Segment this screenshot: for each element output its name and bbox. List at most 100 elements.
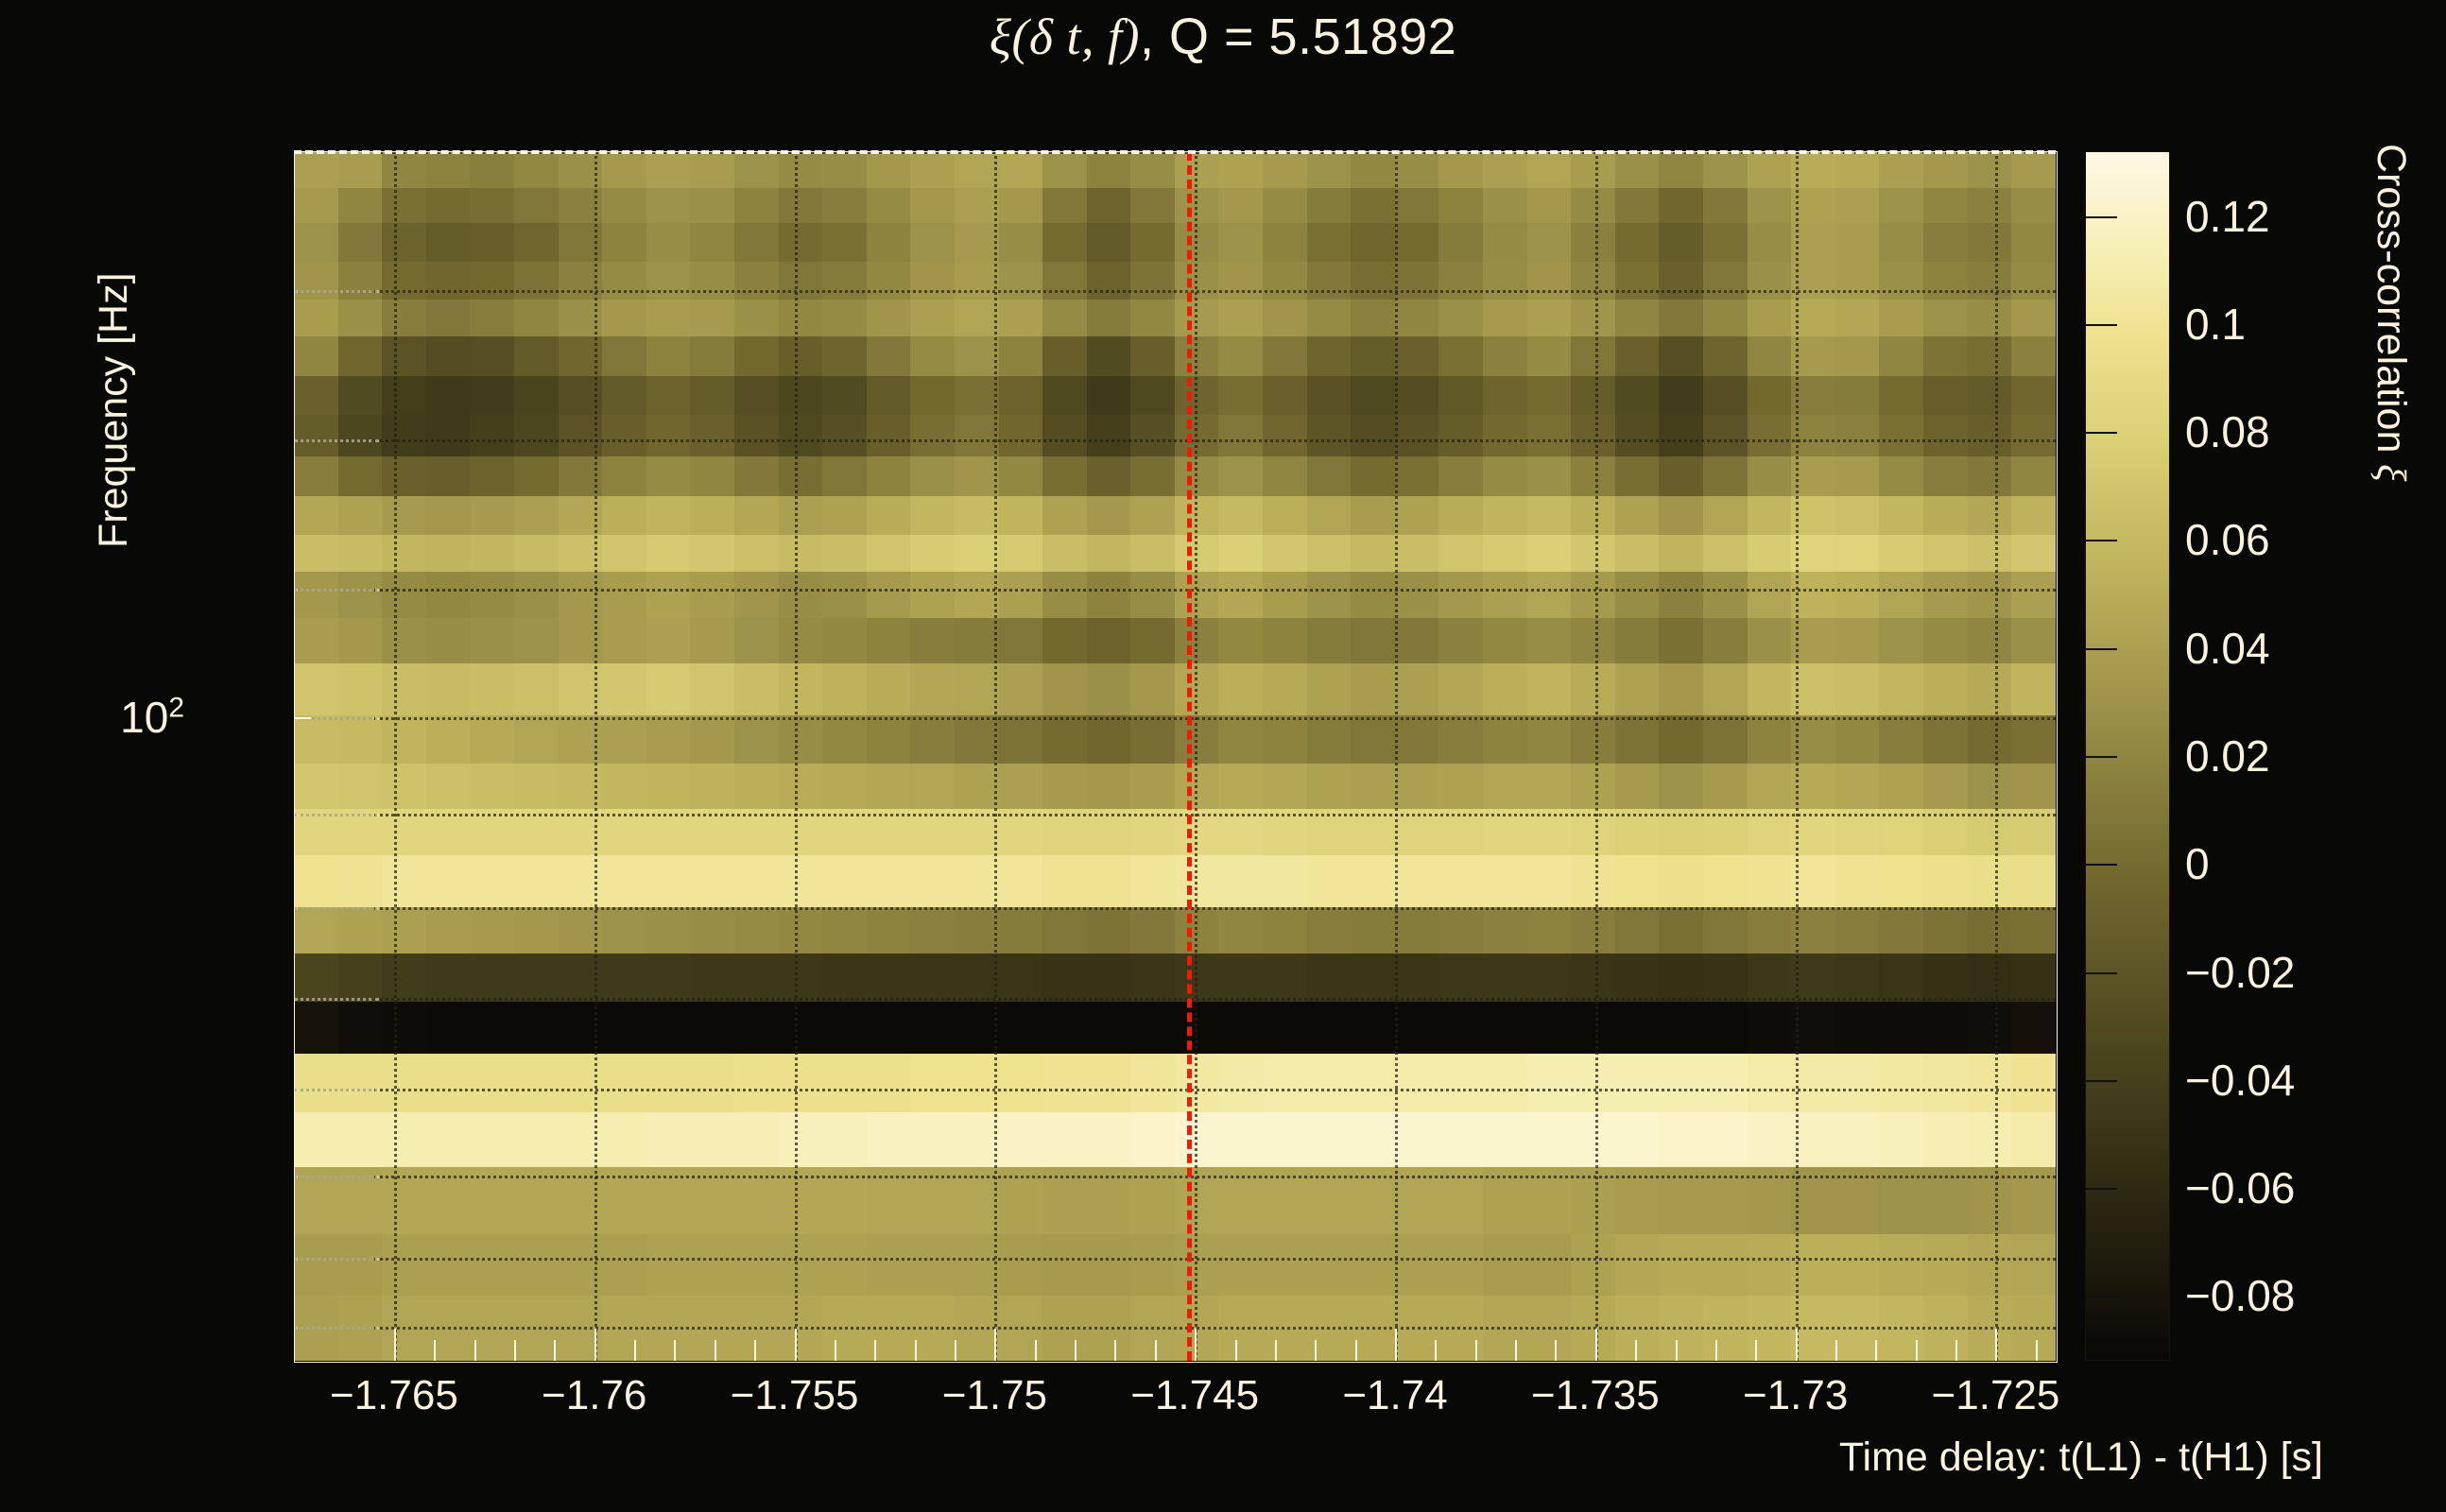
heatmap-cell [337, 376, 383, 416]
heatmap-cell [2011, 954, 2056, 1003]
colorbar[interactable] [2085, 151, 2170, 1363]
colorbar-segment [2085, 847, 2170, 856]
heatmap-cell [1659, 714, 1703, 765]
heatmap-cell [1306, 222, 1352, 263]
heatmap-cell [337, 808, 383, 856]
heatmap-cell [337, 1167, 383, 1235]
heatmap-cell [866, 261, 911, 301]
heatmap-cell [1967, 151, 2012, 189]
colorbar-segment [2085, 794, 2170, 803]
heatmap-cell [646, 151, 691, 189]
heatmap-cell [778, 1296, 823, 1361]
heatmap-cell [1747, 151, 1792, 189]
heatmap-cell [1703, 763, 1748, 810]
heatmap-cell [294, 456, 338, 498]
heatmap-cell [1703, 1111, 1748, 1168]
heatmap-cell [778, 1054, 823, 1113]
colorbar-segment [2085, 718, 2170, 728]
x-axis-minor-tick [1395, 1329, 1397, 1361]
heatmap-cell [1703, 618, 1748, 664]
heatmap-cell [866, 151, 911, 189]
heatmap-cell [1526, 808, 1572, 856]
heatmap-row [294, 1233, 2056, 1297]
heatmap-cell [382, 663, 426, 716]
heatmap-cell [1174, 222, 1219, 263]
colorbar-segment [2085, 1285, 2170, 1295]
heatmap-cell [1834, 954, 1880, 1003]
heatmap-cell [1483, 618, 1527, 664]
heatmap-cell [513, 261, 559, 301]
heatmap-cell [1922, 261, 1968, 301]
heatmap-cell [1526, 571, 1572, 619]
heatmap-cell [1747, 261, 1792, 301]
heatmap-cell [1526, 855, 1572, 908]
heatmap-cell [382, 456, 426, 498]
heatmap-cell [1526, 954, 1572, 1003]
heatmap-cell [778, 618, 823, 664]
heatmap-cell [1130, 571, 1175, 619]
heatmap-cell [1483, 261, 1527, 301]
heatmap-cell [646, 261, 691, 301]
heatmap-cell [602, 376, 646, 416]
heatmap-cell [1042, 535, 1087, 573]
heatmap-cell [337, 335, 383, 377]
heatmap-cell [1086, 808, 1131, 856]
heatmap-cell [470, 571, 514, 619]
heatmap-cell [294, 855, 338, 908]
x-axis-minor-tick [594, 1329, 596, 1361]
heatmap-cell [1703, 456, 1748, 498]
heatmap-cell [294, 906, 338, 954]
heatmap-cell [1967, 187, 2012, 224]
x-axis-minor-tick [754, 1340, 757, 1361]
heatmap-cell [1218, 1002, 1264, 1055]
colorbar-segment [2085, 1089, 2170, 1098]
heatmap-cell [866, 300, 911, 337]
heatmap-cell [1747, 222, 1792, 263]
heatmap-cell [1438, 261, 1484, 301]
heatmap-cell [1834, 1002, 1880, 1055]
heatmap-cell [1394, 335, 1439, 377]
colorbar-segment [2085, 915, 2170, 924]
heatmap-cell [602, 855, 646, 908]
heatmap-cell [866, 456, 911, 498]
colorbar-tick-label: 0.12 [2185, 191, 2270, 241]
heatmap-cell [690, 187, 734, 224]
colorbar-segment [2085, 869, 2170, 879]
heatmap-cell [1571, 414, 1615, 457]
heatmap-cell [470, 714, 514, 765]
heatmap-plot-area[interactable] [294, 151, 2056, 1361]
heatmap-cell [646, 906, 691, 954]
heatmap-cell [470, 663, 514, 716]
colorbar-segment [2085, 801, 2170, 811]
colorbar-tick [2085, 432, 2117, 435]
heatmap-cell [382, 496, 426, 536]
heatmap-cell [998, 1233, 1043, 1297]
heatmap-cell [382, 1002, 426, 1055]
heatmap-cell [910, 376, 955, 416]
heatmap-cell [866, 763, 911, 810]
heatmap-cell [733, 151, 779, 189]
heatmap-cell [1086, 187, 1131, 224]
heatmap-cell [690, 1002, 734, 1055]
heatmap-cell [1791, 1002, 1835, 1055]
heatmap-cell [1218, 855, 1264, 908]
heatmap-cell [1747, 496, 1792, 536]
heatmap-cell [690, 496, 734, 536]
heatmap-cell [602, 906, 646, 954]
heatmap-cell [1967, 261, 2012, 301]
colorbar-segment [2085, 151, 2170, 161]
heatmap-cell [690, 1111, 734, 1168]
heatmap-cell [910, 335, 955, 377]
heatmap-cell [1218, 1233, 1264, 1297]
heatmap-cell [1747, 1167, 1792, 1235]
heatmap-cell [425, 222, 471, 263]
heatmap-cell [866, 1111, 911, 1168]
heatmap-cell [866, 1002, 911, 1055]
heatmap-cell [1791, 261, 1835, 301]
heatmap-cell [1922, 1233, 1968, 1297]
y-axis-title: Frequency [Hz] [91, 272, 136, 548]
colorbar-segment [2085, 166, 2170, 176]
heatmap-cell [294, 261, 338, 301]
heatmap-cell [1659, 414, 1703, 457]
heatmap-cell [1306, 763, 1352, 810]
